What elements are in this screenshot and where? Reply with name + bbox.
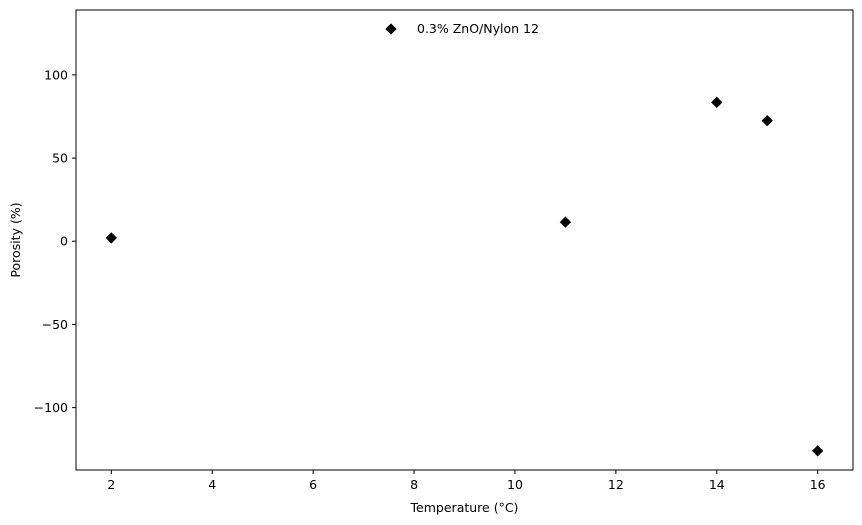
legend: 0.3% ZnO/Nylon 12 [385,21,539,36]
x-tick-label: 12 [608,477,624,492]
y-axis-ticks: 100 50 0 −50 −100 [34,67,76,415]
y-tick-label: 100 [44,67,68,82]
x-tick-label: 6 [309,477,317,492]
x-tick-label: 8 [410,477,418,492]
x-tick-label: 14 [709,477,725,492]
x-tick-label: 10 [507,477,523,492]
y-tick-label: 50 [52,151,68,166]
x-axis-ticks: 2 4 6 8 10 12 14 16 [107,470,826,492]
data-point [812,445,824,457]
legend-label: 0.3% ZnO/Nylon 12 [417,21,539,36]
y-tick-label: −100 [34,400,68,415]
x-tick-label: 2 [107,477,115,492]
y-tick-label: 0 [60,234,68,249]
data-point [559,216,572,228]
x-axis-title: Temperature (°C) [410,500,519,515]
x-tick-label: 16 [810,477,826,492]
plot-area [75,9,854,471]
x-tick-label: 4 [208,477,216,492]
y-axis-title: Porosity (%) [8,202,23,277]
y-tick-label: −50 [42,317,68,332]
